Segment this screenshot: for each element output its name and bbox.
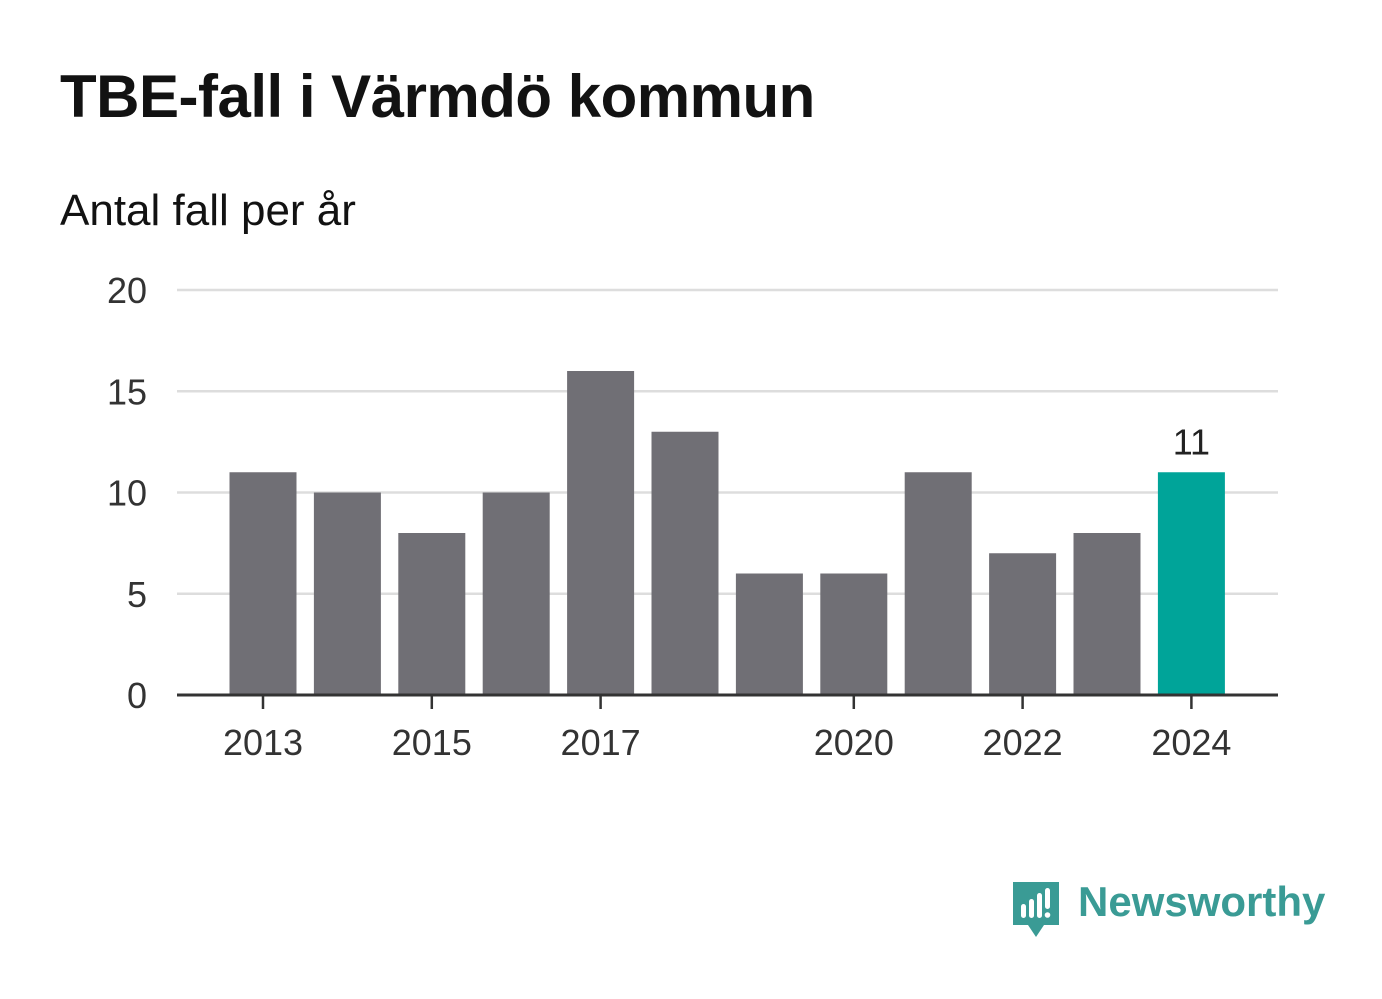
- y-tick-label-0: 0: [127, 675, 147, 716]
- newsworthy-logo-text: Newsworthy: [1078, 878, 1326, 925]
- bar-chart: 0 5 10 15 20 2013 2015 2017 2020 2022 2024 11: [107, 270, 1278, 763]
- x-tick-label-2013: 2013: [223, 722, 303, 763]
- x-tick-label-2015: 2015: [392, 722, 472, 763]
- newsworthy-logo-icon: [1013, 882, 1059, 937]
- bar-2013: [229, 472, 297, 695]
- bar-2019: [735, 573, 803, 695]
- y-tick-label-15: 15: [107, 371, 147, 412]
- bar-2014: [313, 492, 381, 695]
- x-tick-label-2017: 2017: [561, 722, 641, 763]
- bar-2016: [482, 492, 550, 695]
- newsworthy-logo: Newsworthy: [1010, 878, 1326, 941]
- bar-2018: [651, 431, 719, 695]
- x-axis-tick-labels: 2013 2015 2017 2020 2022 2024: [223, 722, 1231, 763]
- y-tick-label-10: 10: [107, 473, 147, 514]
- data-labels: 11: [1173, 421, 1210, 462]
- x-tick-label-2022: 2022: [983, 722, 1063, 763]
- chart-subtitle: Antal fall per år: [60, 186, 356, 235]
- x-tick-label-2024: 2024: [1151, 722, 1231, 763]
- bar-2017: [567, 371, 635, 695]
- data-label-2024: 11: [1173, 421, 1210, 462]
- y-tick-label-20: 20: [107, 270, 147, 311]
- chart-title: TBE-fall i Värmdö kommun: [60, 63, 815, 130]
- bar-2023: [1073, 533, 1141, 695]
- y-axis-tick-labels: 0 5 10 15 20: [107, 270, 147, 716]
- bar-2020: [820, 573, 888, 695]
- bar-2024: [1157, 472, 1225, 695]
- bar-2021: [904, 472, 972, 695]
- x-axis: [177, 693, 1278, 709]
- bars: [229, 371, 1225, 695]
- bar-2022: [989, 553, 1057, 695]
- bar-2015: [398, 533, 466, 695]
- y-tick-label-5: 5: [127, 574, 147, 615]
- x-tick-label-2020: 2020: [814, 722, 894, 763]
